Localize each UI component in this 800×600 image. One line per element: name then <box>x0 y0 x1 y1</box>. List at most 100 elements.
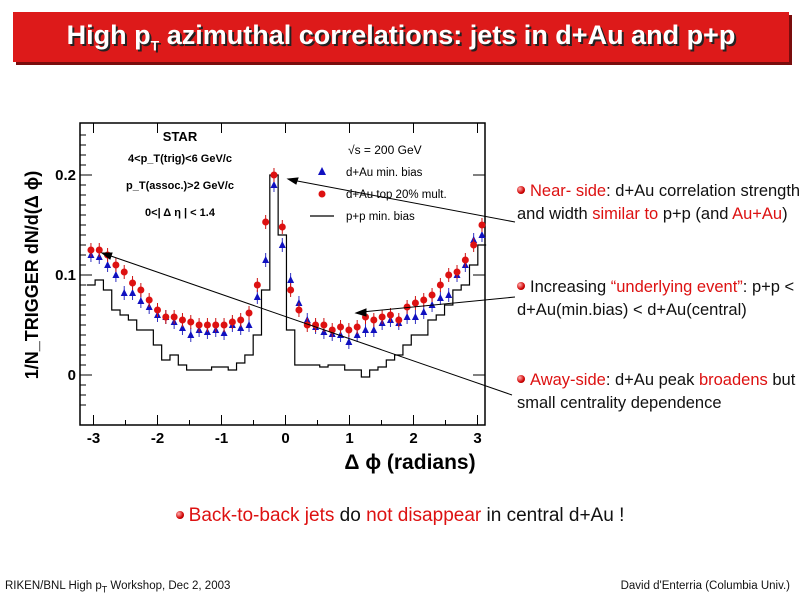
legend-label: p+p min. bias <box>346 211 415 223</box>
pointer-arrows <box>100 177 516 396</box>
circle-marker <box>95 246 103 254</box>
circle-marker <box>112 261 120 269</box>
text-segment: Away-side <box>530 371 606 389</box>
circle-marker <box>320 321 328 329</box>
y-tick-label: 0.1 <box>55 267 76 284</box>
y-tick-label: 0.2 <box>55 167 76 184</box>
circle-marker <box>345 326 353 334</box>
circle-marker <box>129 279 137 287</box>
circle-marker <box>120 268 128 276</box>
text-segment: Au+Au <box>732 205 783 223</box>
circle-marker <box>162 313 170 321</box>
text-segment: “underlying event” <box>610 278 743 296</box>
arrowhead-near-side <box>286 177 299 185</box>
legend-label: d+Au top 20% mult. <box>346 189 447 201</box>
circle-marker <box>87 246 95 254</box>
triangle-marker <box>245 321 253 328</box>
triangle-marker <box>436 294 444 301</box>
bullet-away-side: Away-side: d+Au peak broadens but small … <box>517 369 800 415</box>
text-segment: : p+p < d+Au(min.bias) < d+Au(central) <box>517 278 795 319</box>
text-segment: but small centrality dependence <box>517 371 796 412</box>
triangle-marker <box>370 326 378 333</box>
x-axis-label: Δ ϕ (radians) <box>344 451 475 474</box>
pp-step-line <box>86 174 487 378</box>
x-tick-label: 1 <box>345 430 353 447</box>
triangle-marker <box>353 331 361 338</box>
triangle-marker <box>129 289 137 296</box>
footer-left: RIKEN/BNL High pT Workshop, Dec 2, 2003 <box>5 580 231 595</box>
triangle-marker <box>120 289 128 296</box>
chart-legend: d+Au min. bias d+Au top 20% mult. p+p min.… <box>310 167 447 223</box>
circle-marker <box>378 313 386 321</box>
triangle-marker <box>295 299 303 306</box>
x-tick-label: 3 <box>473 430 481 447</box>
circle-marker <box>178 316 186 324</box>
circle-marker <box>395 316 403 324</box>
dAu-central-series <box>87 168 486 337</box>
circle-marker <box>212 321 220 329</box>
triangle-marker <box>345 338 353 345</box>
text-segment: Near- side <box>530 182 607 200</box>
circle-marker <box>228 318 236 326</box>
circle-marker <box>237 316 245 324</box>
circle-marker <box>386 311 394 319</box>
chart-annotation: 0<| Δ η | < 1.4 <box>145 207 216 219</box>
circle-marker <box>145 296 153 304</box>
triangle-marker <box>262 256 270 263</box>
circle-marker <box>137 286 145 294</box>
triangle-marker <box>270 181 278 188</box>
triangle-marker <box>187 331 195 338</box>
text-segment: not disappear <box>366 505 482 526</box>
axis-ticks: -3 -2 -1 0 1 2 3 0 0.1 0.2 <box>55 123 485 447</box>
triangle-marker <box>478 231 486 238</box>
y-axis-label: 1/N_TRIGGER dN/d(Δ ϕ) <box>22 171 42 379</box>
circle-marker <box>428 291 436 299</box>
legend-label: d+Au min. bias <box>346 167 423 179</box>
chart-annotation: √s = 200 GeV <box>348 143 422 157</box>
x-tick-label: -2 <box>151 430 164 447</box>
triangle-marker <box>278 241 286 248</box>
chart-annotation: p_T(assoc.)>2 GeV/c <box>126 180 234 192</box>
circle-marker <box>470 241 478 249</box>
chart-annotations: STAR 4<p_T(trig)<6 GeV/c p_T(assoc.)>2 GeV… <box>126 129 422 219</box>
circle-marker <box>445 271 453 279</box>
bullet-dot-icon <box>517 186 525 194</box>
triangle-marker <box>178 324 186 331</box>
text-segment: do <box>334 505 367 526</box>
circle-marker <box>461 256 469 264</box>
pp-histogram <box>86 174 487 378</box>
bullet-dot-icon <box>175 511 184 519</box>
footer-right: David d'Enterria (Columbia Univ.) <box>620 580 790 592</box>
circle-marker <box>278 223 286 231</box>
circle-marker <box>411 299 419 307</box>
triangle-marker <box>237 324 245 331</box>
arrow-underlying <box>361 296 516 313</box>
circle-marker <box>262 218 270 226</box>
text-segment: Back-to-back jets <box>188 505 335 526</box>
legend-circle-icon <box>318 190 326 198</box>
triangle-marker <box>104 261 112 268</box>
triangle-marker <box>362 326 369 333</box>
y-tick-label: 0 <box>68 367 76 384</box>
circle-marker <box>478 221 486 229</box>
text-segment: : d+Au peak <box>605 371 699 389</box>
x-tick-label: -1 <box>215 430 228 447</box>
circle-marker <box>195 321 203 329</box>
triangle-marker <box>287 276 295 283</box>
conclusion-text: Back-to-back jets do not disappear in ce… <box>0 505 800 527</box>
circle-marker <box>270 171 278 179</box>
triangle-marker <box>220 329 228 336</box>
x-tick-label: -3 <box>87 430 100 447</box>
slide-title: High pT azimuthal correlations: jets in … <box>66 20 736 54</box>
circle-marker <box>337 323 345 331</box>
arrow-away-side <box>107 254 513 396</box>
triangle-marker <box>411 313 419 320</box>
bullet-dot-icon <box>517 282 525 290</box>
triangle-marker <box>137 297 145 304</box>
text-segment: similar to <box>592 205 659 223</box>
circle-marker <box>353 323 361 331</box>
bullet-dot-icon <box>517 375 525 383</box>
arrow-near-side <box>291 179 516 223</box>
x-tick-label: 0 <box>281 430 289 447</box>
